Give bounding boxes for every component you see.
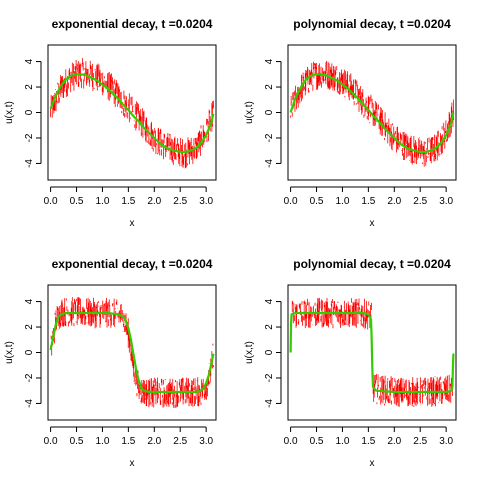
x-axis-label: x (130, 218, 135, 229)
x-tick-label: 1.0 (335, 436, 349, 447)
x-tick-label: 2.5 (413, 436, 427, 447)
x-tick-label: 3.0 (199, 436, 213, 447)
panel-title: polynomial decay, t =0.0204 (293, 17, 451, 31)
y-tick-label: 0 (24, 109, 35, 115)
x-tick-label: 0.0 (44, 436, 58, 447)
y-tick-label: 4 (264, 298, 275, 304)
x-tick-label: 1.0 (95, 196, 109, 207)
x-tick-label: 0.0 (44, 196, 58, 207)
y-axis-label: u(x,t) (244, 101, 255, 124)
y-tick-label: 2 (264, 324, 275, 330)
y-tick-label: -2 (264, 133, 275, 142)
x-tick-label: 0.5 (310, 436, 324, 447)
x-tick-label: 2.0 (147, 196, 161, 207)
y-tick-label: 4 (264, 58, 275, 64)
x-tick-label: 0.5 (70, 436, 84, 447)
x-tick-label: 2.0 (387, 436, 401, 447)
y-tick-label: -4 (264, 159, 275, 168)
y-tick-label: 2 (264, 84, 275, 90)
x-tick-label: 3.0 (199, 196, 213, 207)
y-tick-label: 4 (24, 298, 35, 304)
y-axis-label: u(x,t) (4, 341, 15, 364)
y-tick-label: -4 (24, 159, 35, 168)
x-axis-label: x (370, 458, 375, 469)
y-tick-label: -2 (24, 133, 35, 142)
x-tick-label: 2.0 (387, 196, 401, 207)
x-tick-label: 2.0 (147, 436, 161, 447)
x-axis-label: x (370, 218, 375, 229)
x-tick-label: 2.5 (413, 196, 427, 207)
y-tick-label: -4 (24, 399, 35, 408)
x-tick-label: 1.5 (121, 196, 135, 207)
x-tick-label: 1.5 (361, 196, 375, 207)
y-tick-label: -2 (264, 373, 275, 382)
y-tick-label: -4 (264, 399, 275, 408)
x-tick-label: 1.5 (361, 436, 375, 447)
x-tick-label: 2.5 (173, 196, 187, 207)
x-tick-label: 1.0 (95, 436, 109, 447)
y-tick-label: 4 (24, 58, 35, 64)
y-axis-label: u(x,t) (244, 341, 255, 364)
panel-title: exponential decay, t =0.0204 (52, 257, 213, 271)
y-tick-label: 0 (264, 109, 275, 115)
x-tick-label: 1.0 (335, 196, 349, 207)
x-tick-label: 2.5 (173, 436, 187, 447)
panel-title: polynomial decay, t =0.0204 (293, 257, 451, 271)
x-tick-label: 1.5 (121, 436, 135, 447)
x-axis-label: x (130, 458, 135, 469)
x-tick-label: 0.0 (284, 436, 298, 447)
y-tick-label: 0 (24, 349, 35, 355)
y-tick-label: -2 (24, 373, 35, 382)
y-tick-label: 0 (264, 349, 275, 355)
x-tick-label: 3.0 (439, 196, 453, 207)
x-tick-label: 3.0 (439, 436, 453, 447)
y-tick-label: 2 (24, 324, 35, 330)
y-axis-label: u(x,t) (4, 101, 15, 124)
x-tick-label: 0.5 (70, 196, 84, 207)
y-tick-label: 2 (24, 84, 35, 90)
x-tick-label: 0.5 (310, 196, 324, 207)
x-tick-label: 0.0 (284, 196, 298, 207)
panel-title: exponential decay, t =0.0204 (52, 17, 213, 31)
